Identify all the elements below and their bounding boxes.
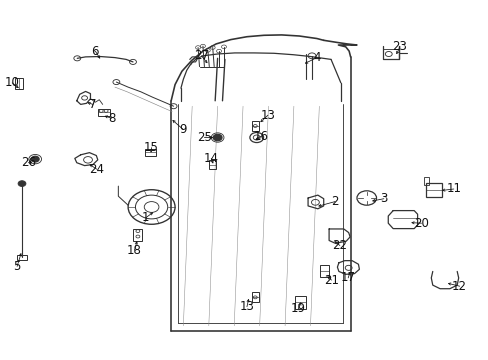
Text: 13: 13 [260, 109, 275, 122]
Bar [98, 109, 109, 116]
Text: 2: 2 [330, 195, 338, 208]
Bar [209, 160, 216, 169]
Text: 19: 19 [290, 302, 305, 315]
Text: 25: 25 [197, 131, 211, 144]
Text: 1: 1 [142, 211, 149, 224]
Circle shape [31, 156, 39, 162]
Text: 11: 11 [446, 183, 460, 195]
Text: 27: 27 [194, 49, 208, 62]
Bar [295, 296, 305, 309]
Text: 26: 26 [21, 156, 36, 169]
Bar [251, 292, 258, 302]
Text: 20: 20 [413, 217, 428, 230]
Bar [15, 78, 23, 89]
Circle shape [213, 134, 222, 141]
Bar [424, 177, 428, 185]
Text: 6: 6 [91, 45, 99, 58]
Text: 5: 5 [13, 260, 21, 273]
Bar [133, 229, 142, 241]
Bar [251, 121, 258, 131]
Circle shape [18, 181, 26, 186]
Text: 10: 10 [5, 76, 20, 89]
Bar [17, 255, 27, 260]
Text: 7: 7 [89, 98, 97, 111]
Text: 9: 9 [179, 123, 187, 136]
Bar [144, 149, 156, 156]
Text: 8: 8 [107, 112, 115, 125]
Text: 18: 18 [127, 244, 142, 257]
Bar [426, 183, 441, 197]
Text: 17: 17 [340, 271, 355, 284]
Text: 15: 15 [144, 141, 159, 154]
Text: 24: 24 [89, 163, 104, 176]
Text: 12: 12 [451, 280, 466, 293]
Text: 23: 23 [392, 40, 407, 53]
Text: 21: 21 [324, 274, 338, 287]
Text: 13: 13 [239, 300, 254, 313]
Text: 14: 14 [203, 152, 218, 165]
Text: 4: 4 [312, 51, 320, 64]
Text: 16: 16 [254, 130, 268, 143]
Text: 22: 22 [332, 239, 346, 252]
Text: 3: 3 [379, 192, 387, 205]
Bar [320, 265, 328, 277]
